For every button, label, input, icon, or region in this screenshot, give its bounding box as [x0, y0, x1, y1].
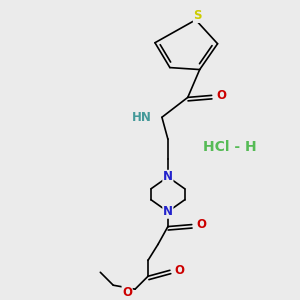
Text: O: O	[122, 286, 132, 299]
Text: HN: HN	[132, 111, 152, 124]
Text: N: N	[163, 170, 173, 183]
Text: O: O	[175, 264, 185, 277]
Text: S: S	[194, 9, 202, 22]
Text: N: N	[163, 205, 173, 218]
Text: O: O	[217, 89, 226, 102]
Text: O: O	[197, 218, 207, 231]
Text: HCl - H: HCl - H	[203, 140, 256, 154]
